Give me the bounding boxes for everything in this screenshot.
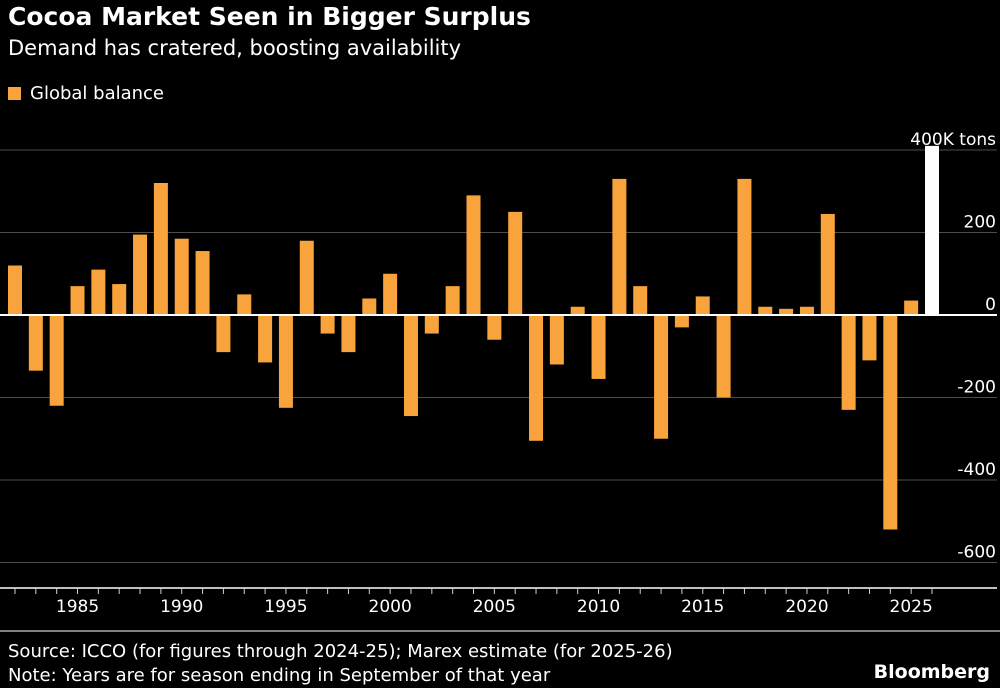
bar-2012 [633,286,648,315]
bar-1996 [299,240,314,315]
bar-2026 [925,145,939,315]
legend: Global balance [8,83,164,104]
bar-2003 [445,286,460,315]
bar-1983 [28,315,43,371]
y-axis-label-400: 400K tons [910,130,996,150]
footnote: Note: Years are for season ending in Sep… [8,665,551,686]
bar-2006 [508,211,523,315]
bar-2022 [841,315,856,410]
bar-2014 [674,315,689,328]
chart-subtitle: Demand has cratered, boosting availabili… [8,36,462,60]
bar-2016 [716,315,731,398]
bar-2010 [591,315,606,379]
x-axis-label-2005: 2005 [473,597,516,617]
bar-2024 [883,315,898,530]
bar-2009 [570,306,585,315]
x-axis-label-2020: 2020 [785,597,828,617]
chart-title: Cocoa Market Seen in Bigger Surplus [8,2,531,31]
bar-2019 [779,308,794,315]
bar-1988 [133,234,148,315]
bar-2002 [424,315,439,334]
bar-1992 [216,315,231,353]
bar-1997 [320,315,335,334]
bar-2004 [466,195,481,315]
bar-1986 [91,269,106,315]
bar-1998 [341,315,356,353]
y-axis-label--400: -400 [957,460,996,480]
bloomberg-logo: Bloomberg [873,661,990,683]
bar-2025 [904,300,919,315]
bar-2017 [737,178,752,315]
x-axis-label-2010: 2010 [577,597,620,617]
bar-1989 [153,183,168,315]
bar-1984 [49,315,64,406]
y-axis-label-200: 200 [964,213,996,233]
bar-2023 [862,315,877,361]
bar-2011 [612,178,627,315]
x-axis-label-1995: 1995 [264,597,307,617]
bar-1999 [362,298,377,315]
bar-2013 [654,315,669,439]
y-axis-label--200: -200 [957,378,996,398]
x-axis-label-1985: 1985 [56,597,99,617]
legend-label: Global balance [30,83,165,104]
bar-1994 [258,315,273,363]
bar-1993 [237,294,252,315]
bar-2018 [758,306,773,315]
y-axis-label-0: 0 [985,295,996,315]
bar-1990 [174,238,189,315]
bar-2001 [403,315,418,417]
bar-1982 [8,265,22,315]
bar-2007 [529,315,544,441]
bar-2000 [383,273,398,315]
x-axis-label-2015: 2015 [681,597,724,617]
source-note: Source: ICCO (for figures through 2024-2… [8,641,673,662]
bar-2021 [820,213,835,315]
bar-1985 [70,286,85,315]
x-axis-label-2025: 2025 [890,597,933,617]
x-axis-label-2000: 2000 [369,597,412,617]
bar-1995 [278,315,293,408]
x-axis-label-1990: 1990 [160,597,203,617]
bar-2015 [695,296,710,315]
bar-1987 [112,284,127,315]
y-axis-label--600: -600 [957,543,996,563]
legend-swatch [8,87,21,100]
bar-1991 [195,251,210,315]
bar-2008 [549,315,564,365]
bar-2005 [487,315,502,340]
bar-2020 [799,306,814,315]
